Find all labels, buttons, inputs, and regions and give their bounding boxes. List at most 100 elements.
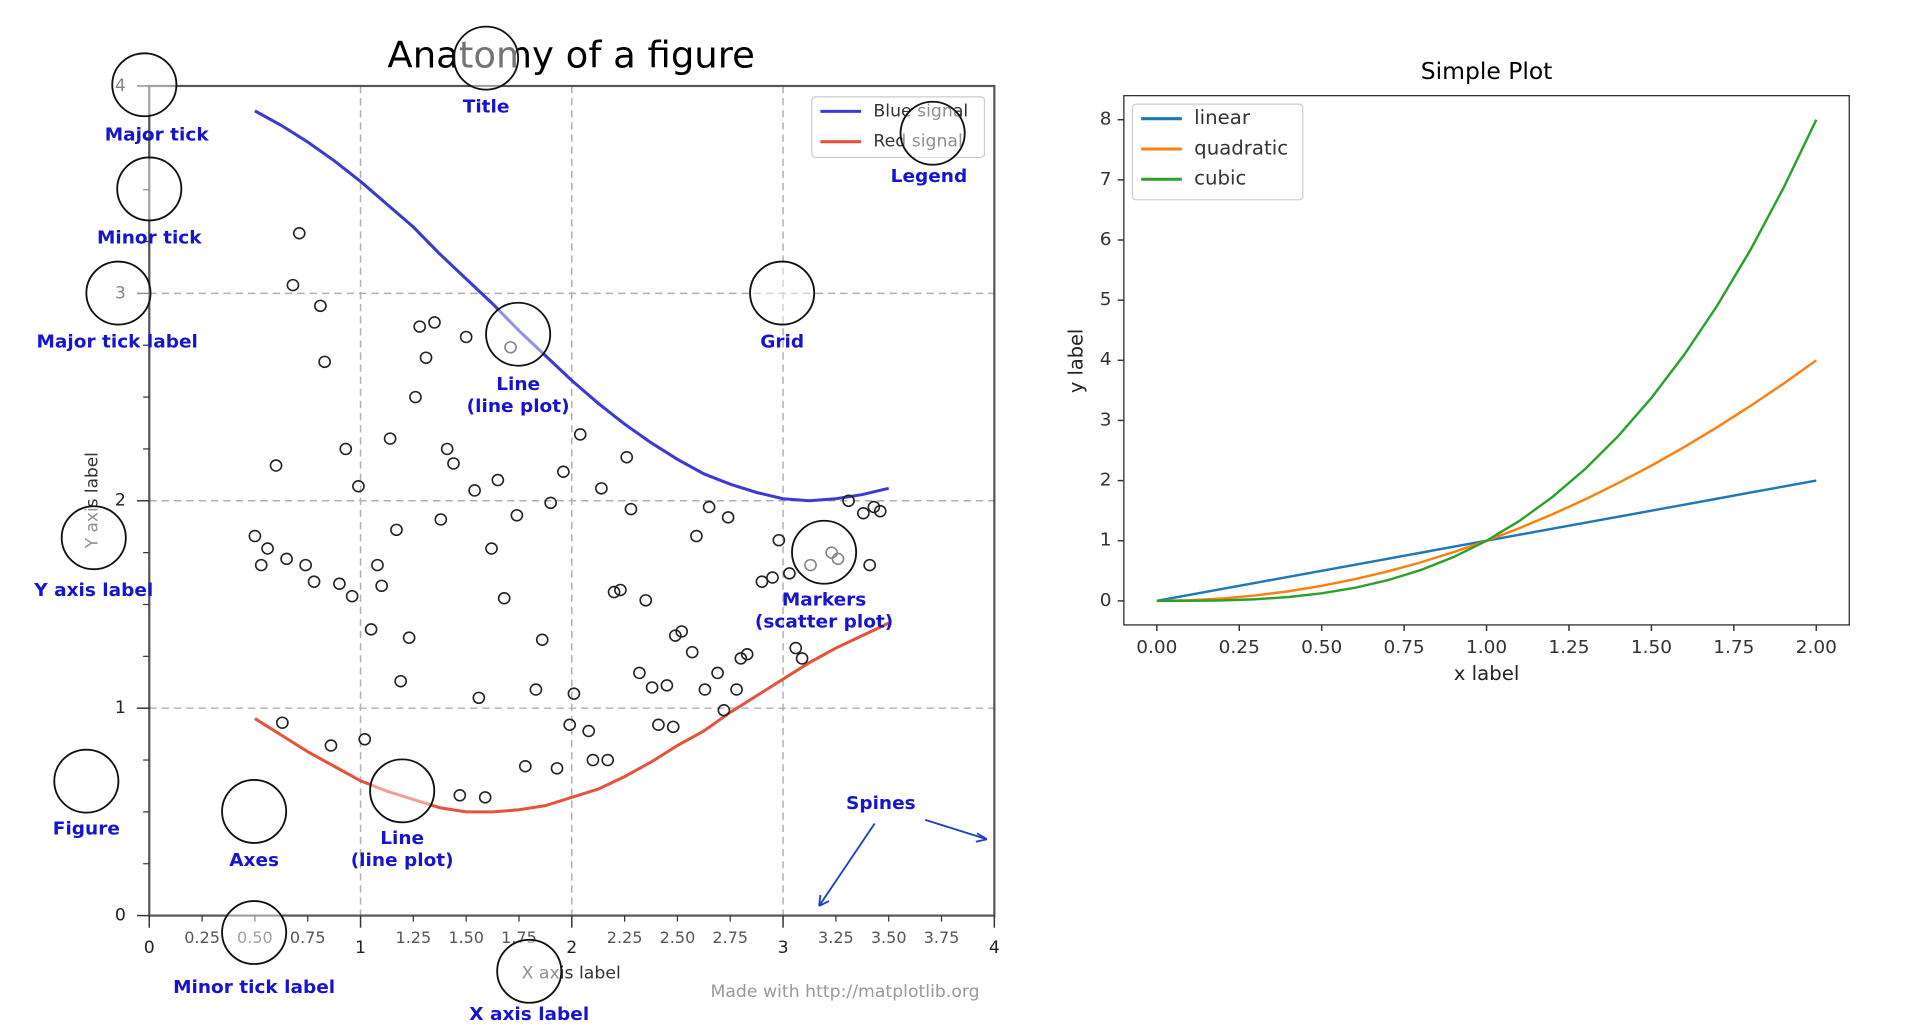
marker bbox=[307, 575, 321, 588]
legend-label: linear bbox=[1194, 106, 1251, 129]
annotation-label: Figure bbox=[53, 819, 120, 840]
marker bbox=[352, 480, 365, 493]
x-tick-label: 1.75 bbox=[1713, 637, 1754, 658]
annotation-label: (line plot) bbox=[351, 850, 454, 871]
annotation-circle bbox=[791, 519, 858, 585]
x-tick-label: 4 bbox=[989, 938, 1000, 958]
x-minor-tick-label: 2.50 bbox=[660, 928, 696, 947]
arrow-head bbox=[818, 894, 830, 907]
x-tick-label: 0.75 bbox=[1384, 637, 1425, 658]
marker bbox=[789, 641, 803, 655]
marker bbox=[721, 511, 735, 524]
marker bbox=[428, 316, 441, 329]
spine-arrows bbox=[818, 819, 988, 907]
annotation-circle bbox=[453, 25, 520, 91]
x-minor-tick-label: 2.75 bbox=[712, 928, 748, 947]
marker bbox=[276, 716, 289, 729]
x-minor-tick-label: 1.50 bbox=[448, 928, 484, 947]
x-axis-label: X axis label bbox=[522, 964, 621, 984]
marker bbox=[740, 648, 754, 661]
annotation-label: Line bbox=[496, 374, 540, 395]
annotation-label: Minor tick label bbox=[173, 977, 335, 998]
x-tick-label: 1.50 bbox=[1631, 637, 1672, 658]
marker bbox=[440, 442, 454, 456]
y-tick-label: 2 bbox=[1100, 470, 1112, 491]
legend-label: Red signal bbox=[873, 132, 962, 152]
marker bbox=[453, 789, 467, 802]
marker bbox=[556, 465, 570, 478]
marker bbox=[595, 482, 608, 495]
marker bbox=[459, 330, 473, 344]
y-tick-label: 3 bbox=[115, 283, 126, 303]
marker bbox=[550, 762, 564, 775]
arrow bbox=[924, 819, 988, 841]
y-tick-label: 1 bbox=[1100, 530, 1112, 551]
marker bbox=[645, 681, 659, 694]
marker bbox=[755, 575, 769, 588]
marker bbox=[620, 450, 634, 464]
annotation-label: Title bbox=[463, 97, 510, 118]
marker bbox=[478, 791, 492, 804]
marker bbox=[434, 513, 448, 526]
marker bbox=[535, 633, 549, 646]
marker bbox=[795, 652, 809, 665]
marker bbox=[856, 506, 870, 520]
x-tick-label: 2.00 bbox=[1796, 637, 1837, 658]
chart-title: Simple Plot bbox=[1421, 58, 1553, 85]
x-minor-tick-label: 3.50 bbox=[871, 928, 907, 947]
y-tick-label: 3 bbox=[1100, 410, 1112, 431]
marker bbox=[358, 733, 372, 746]
annotation-circle bbox=[60, 505, 127, 571]
annotation-label: X axis label bbox=[469, 1004, 589, 1025]
marker bbox=[842, 494, 855, 508]
marker bbox=[409, 390, 422, 404]
annotation-circle bbox=[369, 758, 436, 824]
annotation-label: (scatter plot) bbox=[755, 612, 893, 633]
marker bbox=[772, 533, 786, 547]
marker bbox=[698, 683, 712, 696]
marker bbox=[333, 577, 346, 590]
marker bbox=[711, 666, 724, 680]
marker bbox=[324, 739, 338, 752]
marker bbox=[299, 558, 312, 572]
marker bbox=[318, 355, 331, 369]
marker bbox=[292, 227, 306, 240]
annotation-circle bbox=[496, 938, 563, 1004]
marker bbox=[261, 542, 274, 555]
arrow-head bbox=[975, 832, 988, 843]
annotation-label: Y axis label bbox=[33, 580, 153, 601]
marker bbox=[685, 645, 699, 659]
marker bbox=[491, 473, 505, 487]
x-tick-label: 1 bbox=[355, 938, 366, 958]
annotation-label: Line bbox=[380, 828, 424, 849]
y-tick-label: 6 bbox=[1100, 229, 1112, 250]
credit: Made with http://matplotlib.org bbox=[710, 982, 979, 1002]
marker bbox=[383, 432, 397, 445]
annotation-circle bbox=[221, 779, 288, 844]
marker bbox=[394, 674, 408, 688]
annotation-circle bbox=[85, 260, 152, 326]
chart-title: Anatomy of a figure bbox=[387, 34, 754, 77]
legend-label: quadratic bbox=[1194, 137, 1288, 160]
marker bbox=[269, 459, 283, 472]
marker bbox=[573, 428, 587, 441]
annotation-circle bbox=[485, 301, 552, 367]
marker bbox=[485, 542, 498, 555]
marker bbox=[690, 529, 703, 543]
marker bbox=[364, 623, 378, 636]
legend-label: cubic bbox=[1194, 167, 1246, 190]
x-minor-tick-label: 3.75 bbox=[924, 928, 960, 947]
marker bbox=[413, 320, 427, 333]
marker bbox=[390, 523, 403, 537]
marker bbox=[607, 585, 621, 599]
marker bbox=[586, 753, 600, 767]
marker bbox=[867, 500, 881, 514]
y-tick-label: 5 bbox=[1100, 289, 1112, 310]
marker bbox=[633, 666, 646, 680]
marker bbox=[468, 484, 481, 497]
y-tick-label: 0 bbox=[115, 906, 126, 926]
x-tick-label: 2 bbox=[566, 938, 577, 958]
line-series bbox=[1156, 119, 1818, 603]
